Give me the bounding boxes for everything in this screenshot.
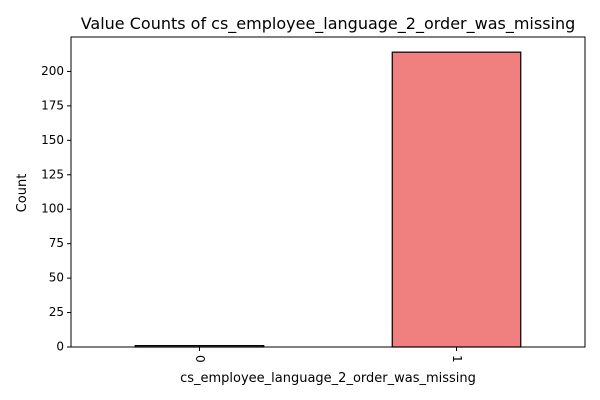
x-tick-label: 1 [450,355,464,363]
y-tick-label: 75 [49,236,64,250]
axes-frame [70,36,586,348]
y-tick-label: 50 [49,271,64,285]
plot-area: 0 1 0 25 50 75 100 125 150 175 200 [41,36,586,363]
y-tick-label: 100 [41,202,64,216]
chart-title: Value Counts of cs_employee_language_2_o… [81,14,576,34]
y-tick-label: 200 [41,64,64,78]
bar-1 [391,51,522,348]
y-tick-label: 25 [49,305,64,319]
y-tick-label: 175 [41,98,64,112]
y-axis-label: Count [15,174,30,213]
y-tick-label: 150 [41,133,64,147]
y-tick-label: 0 [56,340,64,354]
x-axis-label: cs_employee_language_2_order_was_missing [180,371,476,386]
x-tick-label: 0 [193,355,207,363]
y-tick-label: 125 [41,167,64,181]
